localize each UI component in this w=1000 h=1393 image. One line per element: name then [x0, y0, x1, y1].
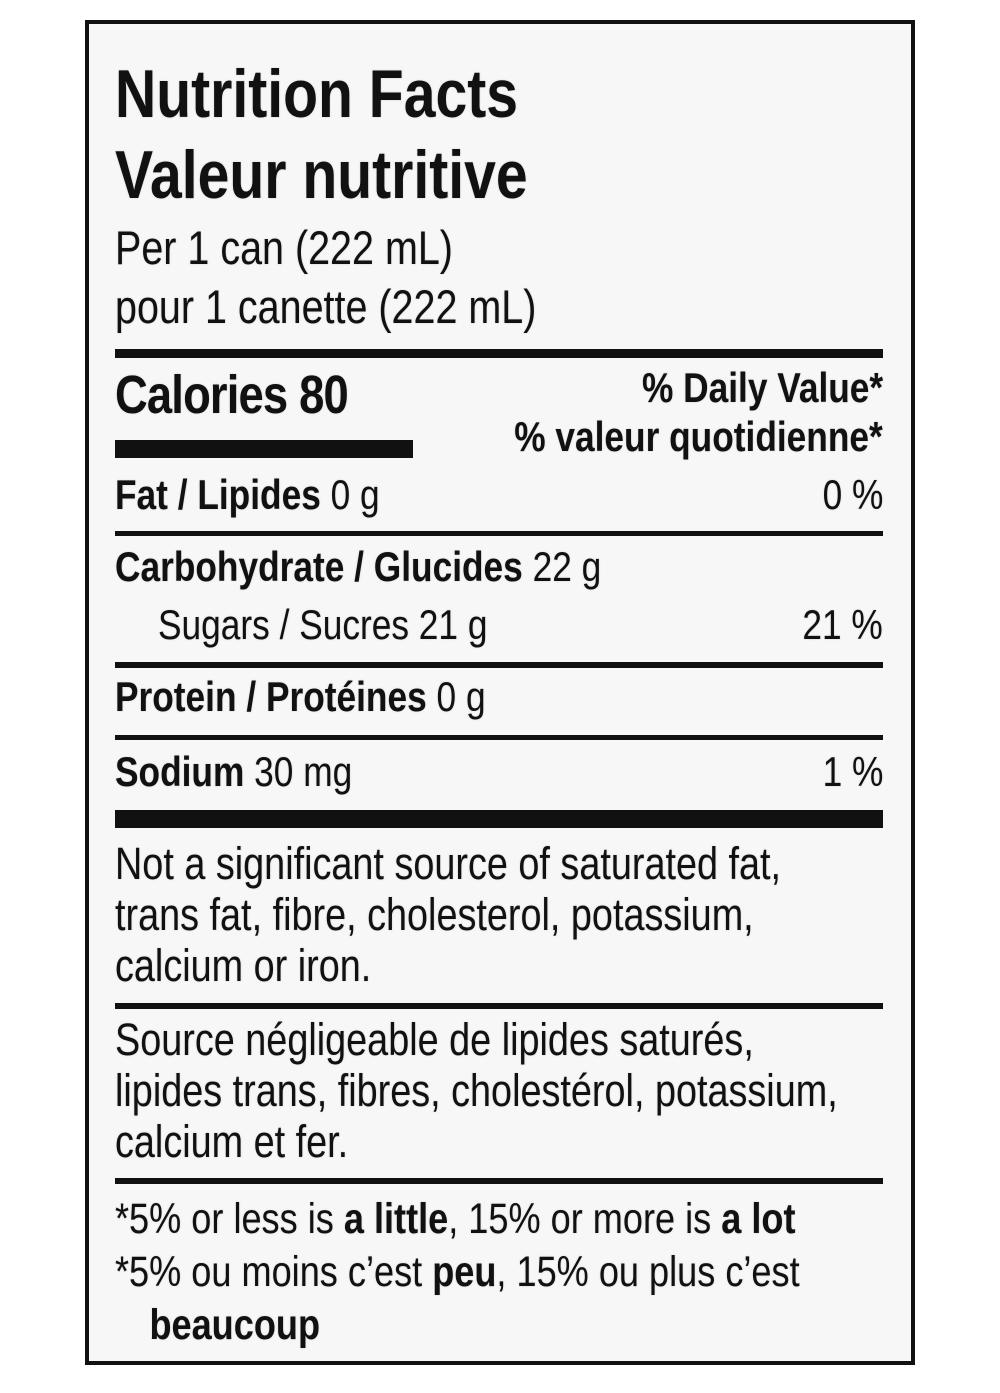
nutrient-amount: 30 mg — [254, 748, 353, 795]
serving-size-en-text: Per 1 can (222 mL) — [115, 221, 453, 274]
title-en: Nutrition Facts — [115, 56, 519, 132]
rule — [115, 735, 883, 740]
thick-rule — [115, 349, 883, 358]
nutrient-label: Sodium — [115, 748, 245, 795]
nutrient-dv: 21 % — [802, 601, 883, 648]
nutrient-row-carbohydrate: Carbohydrate / Glucides 22 g — [115, 543, 601, 591]
note-line: calcium or iron. — [115, 940, 372, 991]
footnote-fr: *5% ou moins c’est peu, 15% ou plus c’es… — [115, 1248, 800, 1296]
title-fr: Valeur nutritive — [115, 137, 528, 213]
nutrient-dv: 1 % — [822, 748, 883, 795]
calories-label: Calories — [115, 365, 288, 425]
footnote-en: *5% or less is a little, 15% or more is … — [115, 1195, 796, 1243]
nutrient-row-sodium: Sodium 30 mg — [115, 748, 352, 796]
rule — [115, 1003, 883, 1009]
dv-header-en: % Daily Value* — [641, 364, 883, 411]
calories: Calories 80 — [115, 364, 349, 426]
nutrient-row-fat: Fat / Lipides 0 g — [115, 471, 380, 519]
nutrition-facts-label — [85, 20, 915, 1365]
nutrient-amount: 0 g — [330, 471, 380, 518]
calories-value: 80 — [299, 365, 349, 425]
note-en: Not a significant source of saturated fa… — [115, 838, 781, 991]
calories-bar — [115, 440, 413, 458]
note-line: lipides trans, fibres, cholestérol, pota… — [115, 1065, 838, 1116]
nutrient-amount: 21 g — [418, 601, 488, 648]
nutrient-label: Protein / Protéines — [115, 673, 427, 720]
nutrient-label: Carbohydrate / Glucides — [115, 543, 523, 590]
nutrient-amount: 0 g — [436, 673, 486, 720]
thick-bar — [115, 810, 883, 828]
serving-size-fr: pour 1 canette (222 mL) — [115, 280, 537, 333]
nutrient-label: Fat / Lipides — [115, 471, 321, 518]
note-fr: Source négligeable de lipides saturés, l… — [115, 1014, 838, 1167]
note-line: calcium et fer. — [115, 1116, 349, 1167]
rule — [115, 662, 883, 668]
footnote-fr-cont: beaucoup — [149, 1301, 321, 1349]
nutrient-row-sugars: Sugars / Sucres 21 g — [158, 601, 487, 649]
nutrient-dv: 0 % — [822, 471, 883, 518]
note-line: Source négligeable de lipides saturés, — [115, 1014, 754, 1065]
rule — [115, 531, 883, 536]
footnote: *5% or less is a little, 15% or more is … — [115, 1193, 800, 1352]
nutrient-row-protein: Protein / Protéines 0 g — [115, 673, 486, 721]
note-line: trans fat, fibre, cholesterol, potassium… — [115, 889, 754, 940]
rule — [115, 1178, 883, 1184]
nutrient-amount: 22 g — [532, 543, 602, 590]
dv-header-fr: % valeur quotidienne* — [514, 413, 883, 460]
note-line: Not a significant source of saturated fa… — [115, 838, 782, 889]
nutrient-label: Sugars / Sucres — [158, 601, 410, 648]
